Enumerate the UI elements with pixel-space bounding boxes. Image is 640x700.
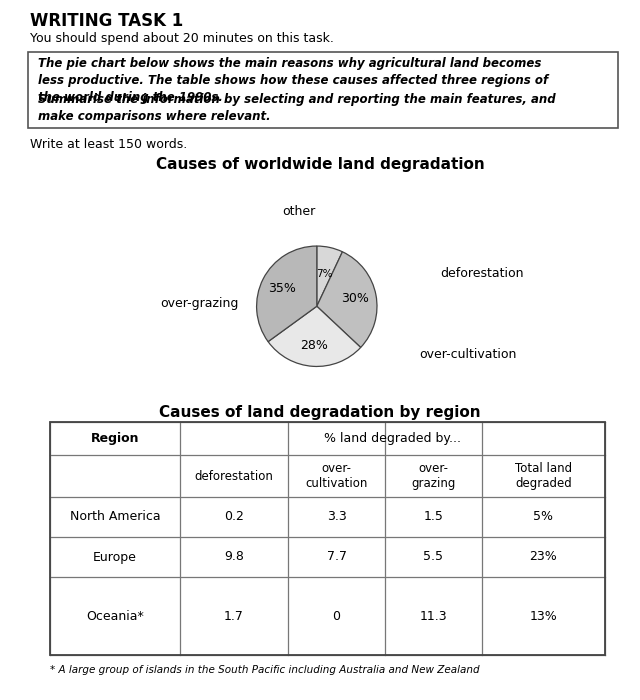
Text: 0.2: 0.2 [224, 510, 244, 524]
Text: Write at least 150 words.: Write at least 150 words. [30, 138, 188, 151]
Text: 1.7: 1.7 [224, 610, 244, 622]
Text: 3.3: 3.3 [326, 510, 346, 524]
Text: % land degraded by...: % land degraded by... [324, 432, 461, 445]
Text: WRITING TASK 1: WRITING TASK 1 [30, 12, 183, 30]
Text: * A large group of islands in the South Pacific including Australia and New Zeal: * A large group of islands in the South … [50, 665, 479, 675]
Text: Region: Region [91, 432, 140, 445]
Text: 28%: 28% [300, 339, 328, 352]
Text: North America: North America [70, 510, 160, 524]
Text: 11.3: 11.3 [420, 610, 447, 622]
Text: 23%: 23% [530, 550, 557, 564]
Text: The pie chart below shows the main reasons why agricultural land becomes
less pr: The pie chart below shows the main reaso… [38, 57, 548, 104]
Text: deforestation: deforestation [440, 267, 524, 279]
Text: Causes of land degradation by region: Causes of land degradation by region [159, 405, 481, 420]
Text: Total land
degraded: Total land degraded [515, 462, 572, 490]
Text: over-grazing: over-grazing [160, 297, 239, 309]
Text: Summarise the information by selecting and reporting the main features, and
make: Summarise the information by selecting a… [38, 93, 556, 123]
Text: 0: 0 [333, 610, 340, 622]
Text: deforestation: deforestation [195, 470, 273, 482]
Text: other: other [282, 205, 316, 218]
Text: You should spend about 20 minutes on this task.: You should spend about 20 minutes on thi… [30, 32, 334, 45]
Text: over-
cultivation: over- cultivation [305, 462, 368, 490]
Text: over-cultivation: over-cultivation [419, 348, 516, 361]
Wedge shape [268, 307, 361, 366]
Text: 5.5: 5.5 [424, 550, 444, 564]
Text: 1.5: 1.5 [424, 510, 444, 524]
Text: Causes of worldwide land degradation: Causes of worldwide land degradation [156, 157, 484, 172]
Text: Oceania*: Oceania* [86, 610, 144, 622]
Text: 13%: 13% [530, 610, 557, 622]
Wedge shape [317, 252, 377, 347]
Bar [28, 52, 618, 128]
Text: 9.8: 9.8 [224, 550, 244, 564]
Text: 35%: 35% [268, 282, 296, 295]
Text: 30%: 30% [341, 293, 369, 305]
Text: 7%: 7% [316, 269, 332, 279]
Text: over-
grazing: over- grazing [412, 462, 456, 490]
Wedge shape [257, 246, 317, 342]
Text: Europe: Europe [93, 550, 137, 564]
Text: 5%: 5% [534, 510, 554, 524]
Bar [50, 422, 605, 655]
Wedge shape [317, 246, 342, 307]
Text: 7.7: 7.7 [326, 550, 346, 564]
